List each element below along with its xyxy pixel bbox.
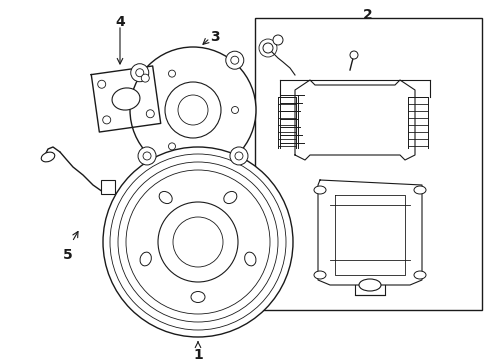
Circle shape	[103, 116, 111, 124]
Bar	[101, 180, 115, 194]
Circle shape	[165, 82, 221, 138]
Circle shape	[226, 51, 244, 69]
Circle shape	[173, 217, 223, 267]
Ellipse shape	[41, 152, 55, 162]
Circle shape	[169, 143, 175, 150]
Circle shape	[98, 80, 106, 88]
Text: 1: 1	[193, 348, 203, 360]
Ellipse shape	[314, 186, 326, 194]
Text: 5: 5	[63, 248, 73, 262]
Ellipse shape	[359, 279, 381, 291]
Circle shape	[136, 69, 144, 77]
Circle shape	[231, 56, 239, 64]
Circle shape	[263, 43, 273, 53]
Bar	[255, 18, 482, 310]
Ellipse shape	[140, 252, 151, 266]
Polygon shape	[295, 80, 415, 160]
Ellipse shape	[159, 192, 172, 203]
Circle shape	[230, 147, 248, 165]
Ellipse shape	[245, 252, 256, 266]
Text: 4: 4	[115, 15, 125, 29]
Ellipse shape	[224, 192, 237, 203]
Circle shape	[273, 35, 283, 45]
Ellipse shape	[314, 271, 326, 279]
Circle shape	[131, 64, 149, 82]
Circle shape	[103, 147, 293, 337]
Polygon shape	[91, 66, 161, 132]
Polygon shape	[318, 180, 422, 285]
Circle shape	[235, 152, 243, 160]
Circle shape	[138, 147, 156, 165]
Text: 3: 3	[210, 30, 220, 44]
Ellipse shape	[414, 186, 426, 194]
Circle shape	[231, 107, 239, 113]
Circle shape	[130, 47, 256, 173]
Circle shape	[178, 95, 208, 125]
Text: 2: 2	[363, 8, 373, 22]
Ellipse shape	[191, 292, 205, 302]
Polygon shape	[335, 195, 405, 275]
Ellipse shape	[414, 271, 426, 279]
Circle shape	[143, 152, 151, 160]
Circle shape	[158, 202, 238, 282]
Circle shape	[350, 51, 358, 59]
Circle shape	[169, 70, 175, 77]
Circle shape	[141, 74, 149, 82]
Circle shape	[147, 110, 154, 118]
Ellipse shape	[112, 88, 140, 110]
